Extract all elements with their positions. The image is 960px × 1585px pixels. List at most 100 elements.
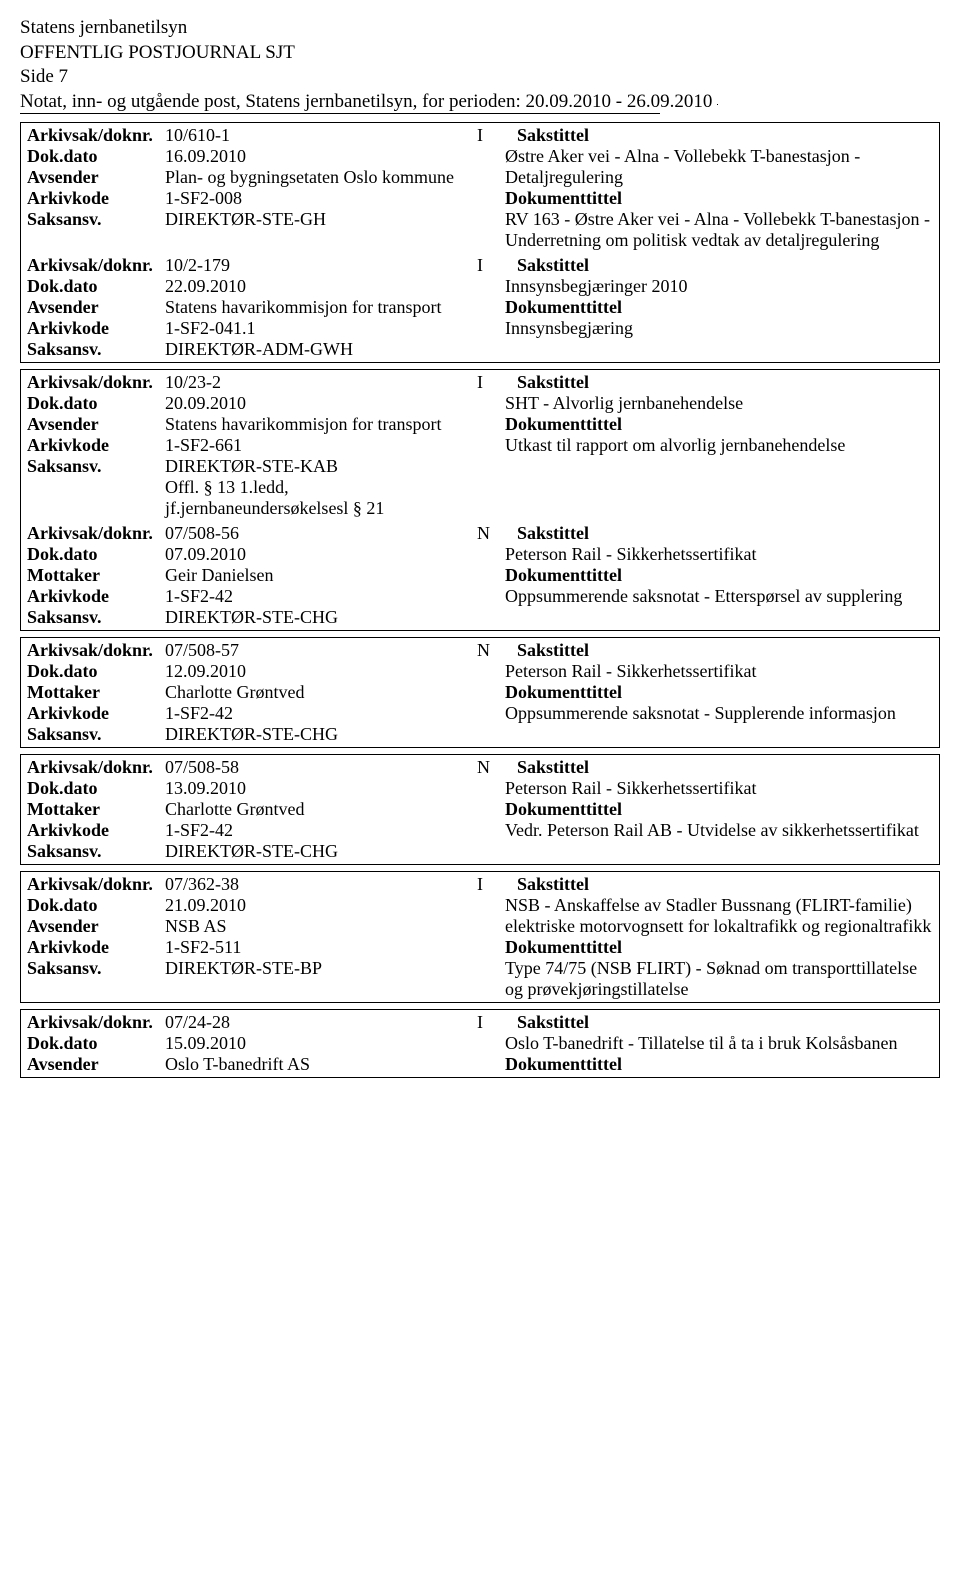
dokdato-value: 20.09.2010: [165, 393, 477, 414]
doktekst: Type 74/75 (NSB FLIRT) - Søknad om trans…: [505, 958, 933, 1000]
label-party: Mottaker: [27, 799, 165, 820]
saksansv-value: DIREKTØR-STE-CHG: [165, 607, 477, 628]
label-party: Avsender: [27, 167, 165, 188]
label-arkivkode: Arkivkode: [27, 435, 165, 456]
label-dokdato: Dok.dato: [27, 276, 165, 297]
label-sakstittel: Sakstittel: [517, 255, 589, 275]
arkivsak-value: 10/2-179: [165, 255, 477, 276]
header-sub-text: Notat, inn- og utgående post, Statens je…: [20, 91, 712, 112]
sakstittel-text: NSB - Anskaffelse av Stadler Bussnang (F…: [505, 895, 933, 937]
label-arkivsak: Arkivsak/doknr.: [27, 874, 165, 895]
arkivkode-value: 1-SF2-041.1: [165, 318, 477, 339]
doktekst: RV 163 - Østre Aker vei - Alna - Vollebe…: [505, 209, 933, 251]
label-arkivsak: Arkivsak/doknr.: [27, 757, 165, 778]
saksansv-value: DIREKTØR-STE-GH: [165, 209, 477, 230]
label-saksansv: Saksansv.: [27, 841, 165, 862]
label-arkivsak: Arkivsak/doknr.: [27, 372, 165, 393]
page-header: Statens jernbanetilsyn OFFENTLIG POSTJOU…: [20, 16, 940, 114]
arkivkode-value: 1-SF2-42: [165, 820, 477, 841]
journal-entry: Arkivsak/doknr. 07/508-58 N Sakstittel D…: [20, 754, 940, 865]
label-dokumenttittel: Dokumenttittel: [505, 297, 933, 318]
arkivsak-value: 10/23-2: [165, 372, 477, 393]
label-saksansv: Saksansv.: [27, 339, 165, 360]
label-party: Mottaker: [27, 682, 165, 703]
party-value: NSB AS: [165, 916, 477, 937]
arkivkode-value: 1-SF2-42: [165, 586, 477, 607]
extra-value: Offl. § 13 1.ledd, jf.jernbaneundersøkel…: [165, 477, 477, 519]
label-dokdato: Dok.dato: [27, 393, 165, 414]
arkivsak-value: 10/610-1: [165, 125, 477, 146]
label-arkivkode: Arkivkode: [27, 703, 165, 724]
label-party: Avsender: [27, 297, 165, 318]
sakstittel-text: Peterson Rail - Sikkerhetssertifikat: [505, 544, 933, 565]
doc-type: I: [477, 1012, 517, 1033]
header-line2: OFFENTLIG POSTJOURNAL SJT: [20, 41, 940, 66]
label-dokdato: Dok.dato: [27, 778, 165, 799]
label-sakstittel: Sakstittel: [517, 874, 589, 894]
label-dokumenttittel: Dokumenttittel: [505, 188, 933, 209]
label-dokumenttittel: Dokumenttittel: [505, 414, 933, 435]
label-dokdato: Dok.dato: [27, 146, 165, 167]
label-sakstittel: Sakstittel: [517, 1012, 589, 1032]
label-saksansv: Saksansv.: [27, 724, 165, 745]
sakstittel-text: Peterson Rail - Sikkerhetssertifikat: [505, 661, 933, 682]
dokdato-value: 16.09.2010: [165, 146, 477, 167]
doc-type: I: [477, 874, 517, 895]
doktekst: Innsynsbegjæring: [505, 318, 933, 339]
arkivsak-value: 07/508-56: [165, 523, 477, 544]
doktekst: Vedr. Peterson Rail AB - Utvidelse av si…: [505, 820, 933, 841]
doc-type: N: [477, 757, 517, 778]
journal-entry: Arkivsak/doknr. 07/24-28 I Sakstittel Do…: [20, 1009, 940, 1078]
dokdato-value: 12.09.2010: [165, 661, 477, 682]
label-arkivkode: Arkivkode: [27, 586, 165, 607]
entries-list: Arkivsak/doknr. 10/610-1 I Sakstittel Do…: [20, 122, 940, 1078]
party-value: Oslo T-banedrift AS: [165, 1054, 477, 1075]
label-dokumenttittel: Dokumenttittel: [505, 565, 933, 586]
party-value: Charlotte Grøntved: [165, 682, 477, 703]
dokdato-value: 22.09.2010: [165, 276, 477, 297]
party-value: Plan- og bygningsetaten Oslo kommune: [165, 167, 477, 188]
party-value: Geir Danielsen: [165, 565, 477, 586]
label-dokdato: Dok.dato: [27, 544, 165, 565]
sakstittel-text: Innsynsbegjæringer 2010: [505, 276, 933, 297]
arkivsak-value: 07/362-38: [165, 874, 477, 895]
sakstittel-text: Østre Aker vei - Alna - Vollebekk T-bane…: [505, 146, 933, 188]
dokdato-value: 07.09.2010: [165, 544, 477, 565]
label-dokumenttittel: Dokumenttittel: [505, 682, 933, 703]
label-arkivsak: Arkivsak/doknr.: [27, 125, 165, 146]
label-arkivkode: Arkivkode: [27, 937, 165, 958]
arkivkode-value: 1-SF2-511: [165, 937, 477, 958]
label-saksansv: Saksansv.: [27, 607, 165, 628]
label-party: Avsender: [27, 1054, 165, 1075]
dokdato-value: 13.09.2010: [165, 778, 477, 799]
journal-entry: Arkivsak/doknr. 10/23-2 I Sakstittel Dok…: [20, 369, 940, 631]
label-party: Mottaker: [27, 565, 165, 586]
label-sakstittel: Sakstittel: [517, 523, 589, 543]
saksansv-value: DIREKTØR-STE-KAB: [165, 456, 477, 477]
label-saksansv: Saksansv.: [27, 456, 165, 477]
label-dokdato: Dok.dato: [27, 1033, 165, 1054]
doktekst: Oppsummerende saksnotat - Supplerende in…: [505, 703, 933, 724]
label-arkivsak: Arkivsak/doknr.: [27, 640, 165, 661]
doc-type: I: [477, 125, 517, 146]
label-dokumenttittel: Dokumenttittel: [505, 1054, 933, 1075]
label-sakstittel: Sakstittel: [517, 640, 589, 660]
arkivsak-value: 07/508-58: [165, 757, 477, 778]
party-value: Charlotte Grøntved: [165, 799, 477, 820]
label-dokumenttittel: Dokumenttittel: [505, 937, 933, 958]
label-saksansv: Saksansv.: [27, 958, 165, 979]
doc-type: I: [477, 372, 517, 393]
saksansv-value: DIREKTØR-ADM-GWH: [165, 339, 477, 360]
header-sub: Notat, inn- og utgående post, Statens je…: [20, 90, 940, 115]
label-dokdato: Dok.dato: [27, 895, 165, 916]
header-side: Side 7: [20, 65, 940, 90]
journal-entry: Arkivsak/doknr. 10/610-1 I Sakstittel Do…: [20, 122, 940, 363]
arkivkode-value: 1-SF2-42: [165, 703, 477, 724]
label-sakstittel: Sakstittel: [517, 372, 589, 392]
dokdato-value: 15.09.2010: [165, 1033, 477, 1054]
party-value: Statens havarikommisjon for transport: [165, 297, 477, 318]
arkivkode-value: 1-SF2-008: [165, 188, 477, 209]
saksansv-value: DIREKTØR-STE-CHG: [165, 841, 477, 862]
label-saksansv: Saksansv.: [27, 209, 165, 230]
label-party: Avsender: [27, 916, 165, 937]
